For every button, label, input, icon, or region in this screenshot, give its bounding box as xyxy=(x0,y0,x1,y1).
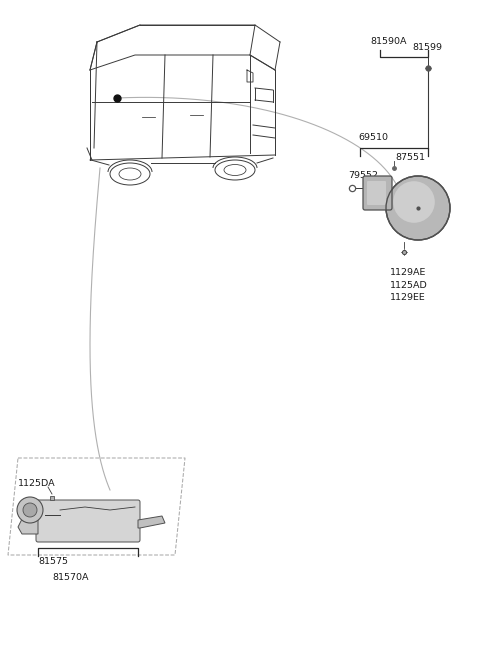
Circle shape xyxy=(386,176,450,240)
Text: 81575: 81575 xyxy=(38,558,68,566)
Text: 81599: 81599 xyxy=(412,43,442,51)
Circle shape xyxy=(23,503,37,517)
FancyBboxPatch shape xyxy=(367,181,386,205)
Text: 81590A: 81590A xyxy=(370,37,407,47)
Text: 87551: 87551 xyxy=(395,154,425,162)
FancyBboxPatch shape xyxy=(36,500,140,542)
Text: 81570A: 81570A xyxy=(52,574,88,583)
Circle shape xyxy=(393,181,435,223)
Polygon shape xyxy=(138,516,165,528)
FancyBboxPatch shape xyxy=(363,176,392,210)
Polygon shape xyxy=(18,519,38,534)
Text: 79552: 79552 xyxy=(348,171,378,179)
Text: 1129AE
1125AD
1129EE: 1129AE 1125AD 1129EE xyxy=(390,268,428,302)
Text: 69510: 69510 xyxy=(358,133,388,143)
Text: 1125DA: 1125DA xyxy=(18,480,56,489)
Circle shape xyxy=(17,497,43,523)
